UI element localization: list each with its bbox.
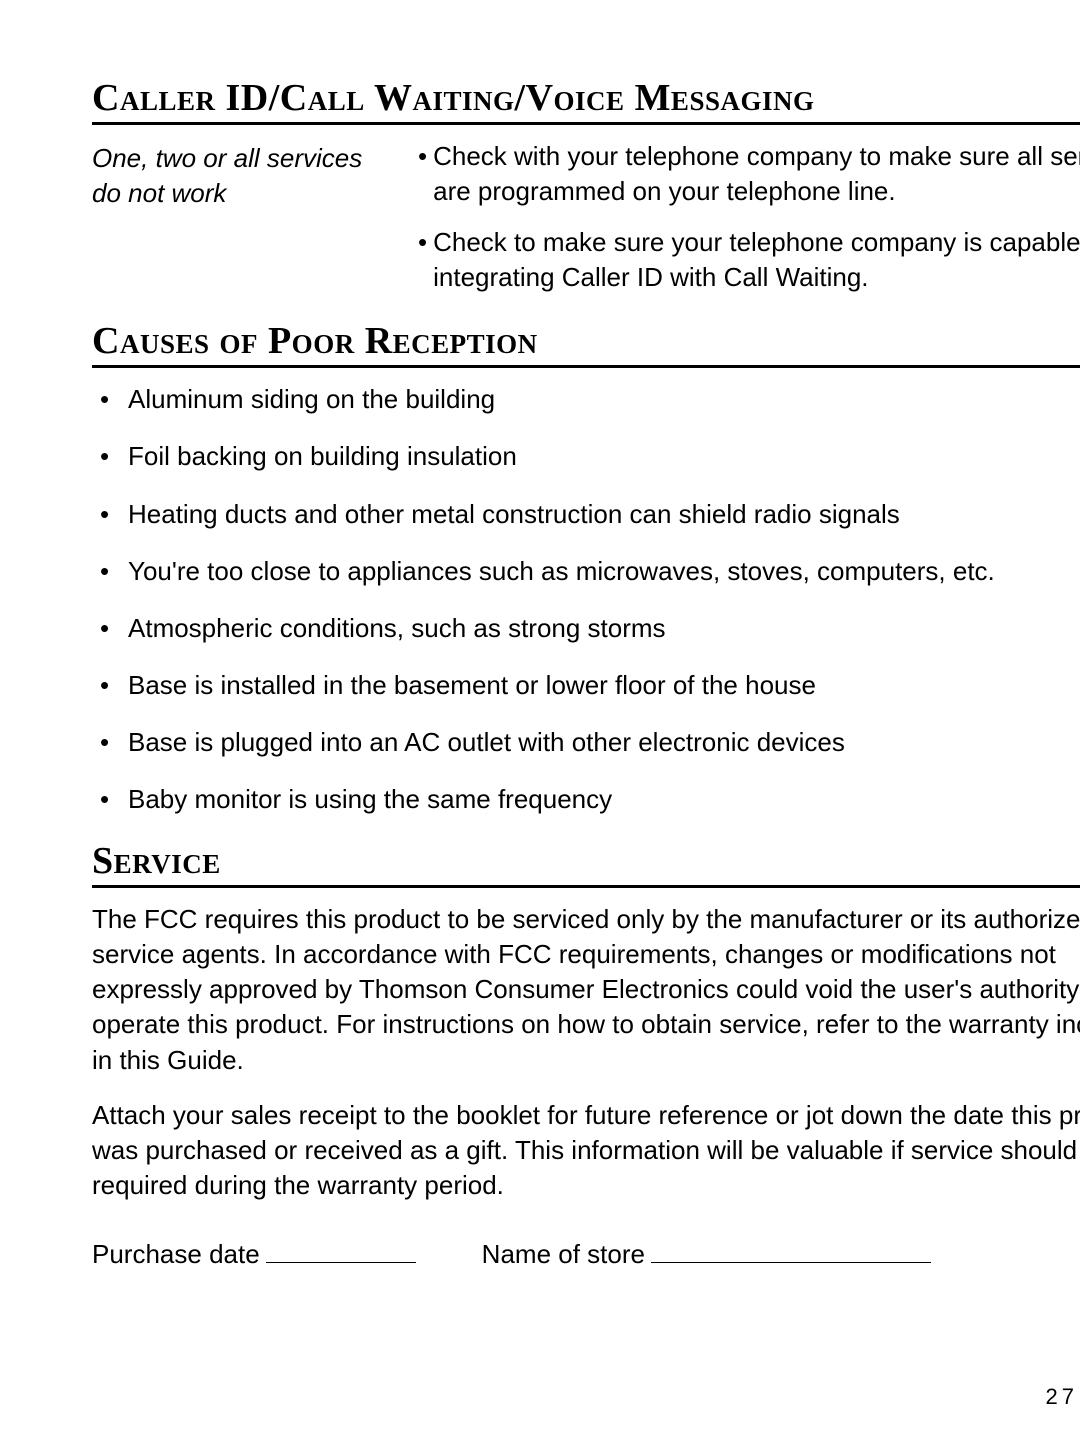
- solution-item: • Check with your telephone company to m…: [418, 139, 1080, 209]
- troubleshoot-row: One, two or all services do not work • C…: [92, 139, 1080, 295]
- solution-text: Check with your telephone company to mak…: [433, 139, 1080, 209]
- solution-text: Check to make sure your telephone compan…: [433, 225, 1080, 295]
- section-title-service: Service: [92, 839, 1080, 888]
- problem-label: One, two or all services do not work: [92, 139, 382, 211]
- causes-list: Aluminum siding on the building Foil bac…: [92, 382, 1080, 817]
- bullet-icon: •: [418, 139, 433, 209]
- service-paragraph-1: The FCC requires this product to be serv…: [92, 902, 1080, 1077]
- list-item: Atmospheric conditions, such as strong s…: [128, 611, 1080, 646]
- list-item: You're too close to appliances such as m…: [128, 554, 1080, 589]
- list-item: Base is installed in the basement or low…: [128, 668, 1080, 703]
- purchase-info-row: Purchase date Name of store: [92, 1237, 1080, 1272]
- store-name-blank[interactable]: [651, 1237, 931, 1263]
- solution-item: • Check to make sure your telephone comp…: [418, 225, 1080, 295]
- section-title-caller-id: Caller ID/Call Waiting/Voice Messaging: [92, 76, 1080, 125]
- list-item: Heating ducts and other metal constructi…: [128, 497, 1080, 532]
- list-item: Base is plugged into an AC outlet with o…: [128, 725, 1080, 760]
- section-title-poor-reception: Causes of Poor Reception: [92, 319, 1080, 368]
- purchase-date-blank[interactable]: [266, 1237, 416, 1263]
- bullet-icon: •: [418, 225, 433, 295]
- list-item: Aluminum siding on the building: [128, 382, 1080, 417]
- purchase-date-label: Purchase date: [92, 1237, 260, 1272]
- store-name-label: Name of store: [482, 1237, 645, 1272]
- page-number: 27: [1046, 1384, 1078, 1410]
- list-item: Foil backing on building insulation: [128, 439, 1080, 474]
- service-paragraph-2: Attach your sales receipt to the booklet…: [92, 1098, 1080, 1203]
- list-item: Baby monitor is using the same frequency: [128, 782, 1080, 817]
